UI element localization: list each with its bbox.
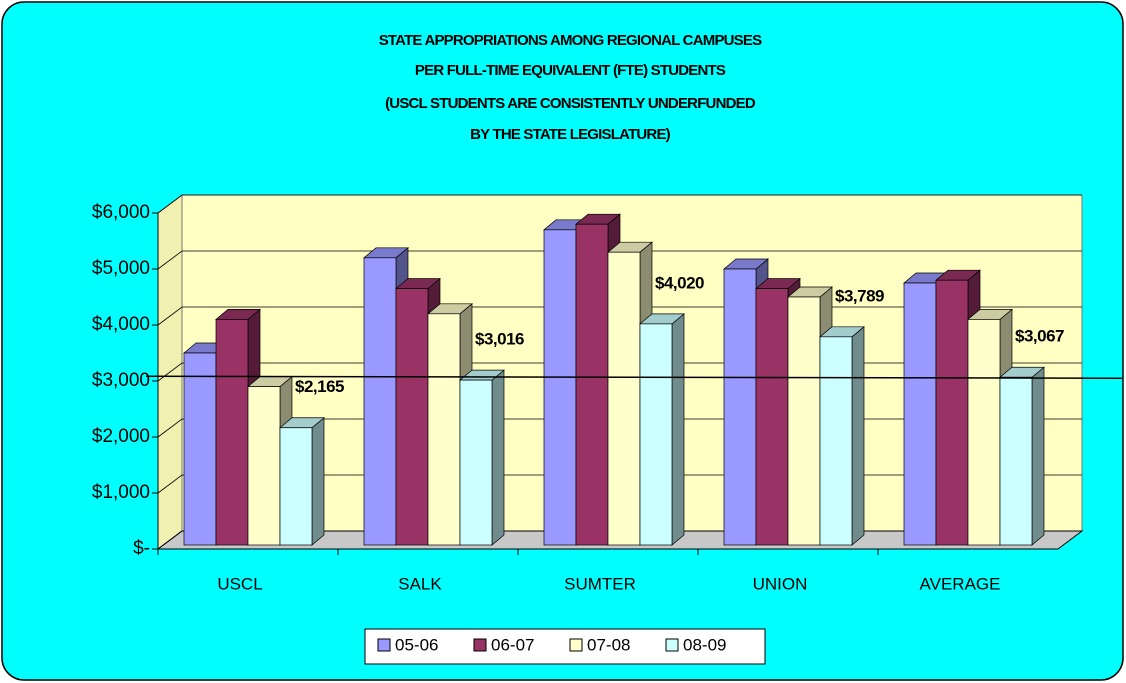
legend-swatch: [377, 638, 391, 652]
y-tick-label: $1,000: [92, 482, 150, 503]
legend-label: 07-08: [587, 635, 630, 654]
legend-swatch: [473, 638, 487, 652]
bar: [459, 379, 493, 546]
y-tick-label: $-: [133, 538, 150, 559]
bar: [543, 229, 577, 546]
chart-title: (USCL STUDENTS ARE CONSISTENTLY UNDERFUN…: [385, 95, 756, 112]
y-tick-label: $5,000: [92, 258, 150, 279]
x-tick-label: UNION: [753, 574, 808, 593]
y-tick-label: $4,000: [92, 314, 150, 335]
reference-line: [145, 375, 1123, 379]
bar: [607, 251, 641, 546]
bar: [395, 288, 429, 546]
legend-label: 08-09: [683, 635, 726, 654]
x-tick-label: SUMTER: [564, 574, 636, 593]
bar-side: [1031, 366, 1045, 546]
legend-swatch: [569, 638, 583, 652]
grid-line: [157, 194, 1082, 214]
legend-swatch: [665, 638, 679, 652]
bar-side: [311, 417, 325, 546]
bar-side: [851, 326, 865, 546]
legend-label: 06-07: [491, 635, 534, 654]
y-tick-label: $3,000: [92, 370, 150, 391]
bar: [723, 268, 757, 546]
bar: [639, 323, 673, 546]
bar: [935, 279, 969, 546]
data-label: $3,016: [475, 330, 524, 349]
y-tick-label: $6,000: [92, 202, 150, 223]
data-label: $2,165: [295, 377, 344, 396]
legend: [364, 628, 766, 665]
bar: [575, 223, 609, 546]
bar: [279, 427, 313, 546]
bar: [903, 282, 937, 546]
bar: [427, 313, 461, 546]
legend-label: 05-06: [395, 635, 438, 654]
x-tick-label: USCL: [217, 574, 262, 593]
x-tick-label: AVERAGE: [920, 574, 1001, 593]
chart-title: BY THE STATE LEGISLATURE): [470, 126, 671, 143]
bar: [787, 296, 821, 546]
x-tick-label: SALK: [398, 574, 442, 593]
chart-title: PER FULL-TIME EQUIVALENT (FTE) STUDENTS: [415, 62, 726, 79]
bar: [183, 352, 217, 546]
bar-side: [671, 313, 685, 546]
bar: [247, 386, 281, 546]
bar: [755, 288, 789, 546]
bar: [819, 336, 853, 546]
chart-title: STATE APPROPRIATIONS AMONG REGIONAL CAMP…: [379, 32, 762, 49]
data-label: $3,067: [1015, 327, 1064, 346]
bar: [999, 376, 1033, 546]
grid-line: [157, 250, 1082, 270]
bar: [215, 319, 249, 546]
data-label: $4,020: [655, 273, 704, 292]
y-tick-label: $2,000: [92, 426, 150, 447]
bar: [363, 257, 397, 546]
bar-side: [491, 369, 505, 546]
bar: [967, 319, 1001, 546]
data-label: $3,789: [835, 286, 884, 305]
